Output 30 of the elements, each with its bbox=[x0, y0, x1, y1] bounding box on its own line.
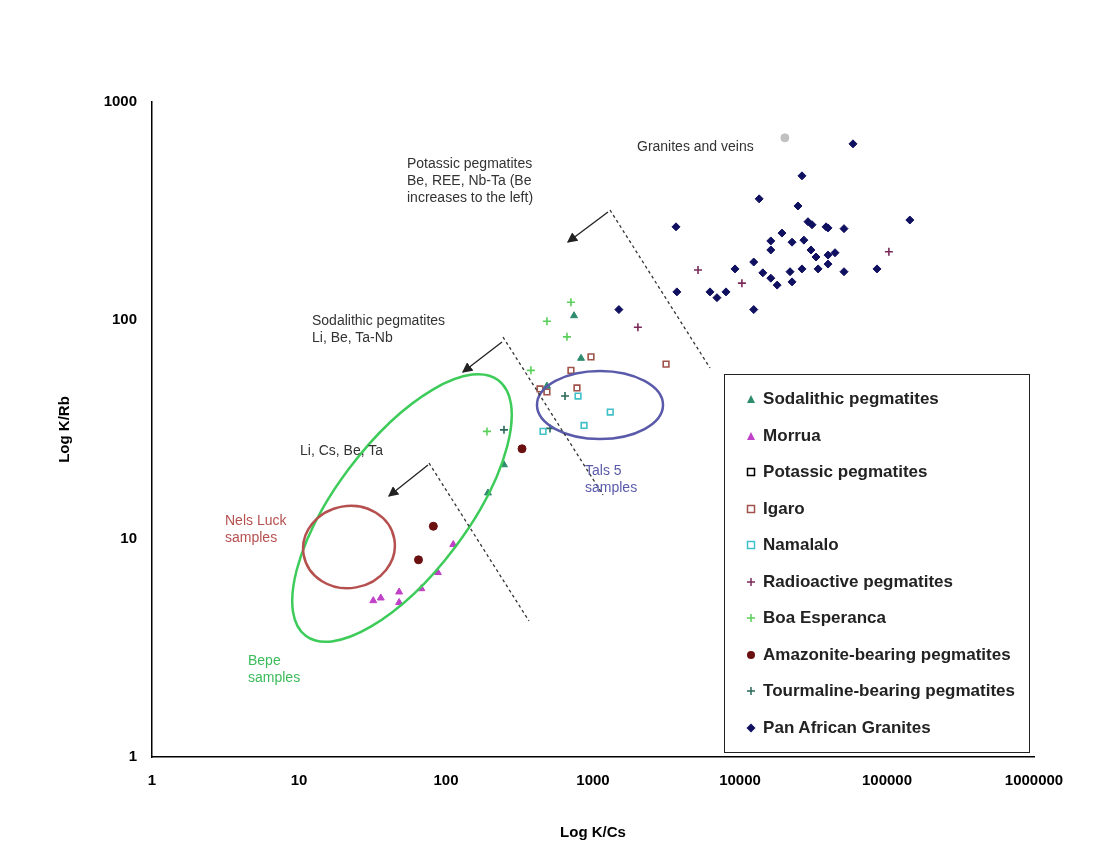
legend-label: Namalalo bbox=[763, 535, 839, 556]
legend-label: Morrua bbox=[763, 425, 821, 446]
x-tick-label: 1000 bbox=[576, 771, 610, 789]
y-tick-label: 100 bbox=[111, 310, 137, 328]
y-tick-label: 10 bbox=[120, 528, 137, 546]
legend-label: Radioactive pegmatites bbox=[763, 571, 953, 592]
x-tick-label: 10000 bbox=[719, 771, 761, 789]
annotation: Sodalithic pegmatites Li, Be, Ta-Nb bbox=[312, 312, 446, 346]
legend-label: Potassic pegmatites bbox=[763, 462, 928, 483]
y-tick-label: 1 bbox=[128, 747, 137, 765]
y-tick-label: 1000 bbox=[103, 92, 137, 110]
annotation: Li, Cs, Be, Ta bbox=[300, 442, 384, 459]
y-axis-title: Log K/Rb bbox=[55, 396, 73, 463]
annotation: Potassic pegmatites Be, REE, Nb-Ta (Be increases to the left) bbox=[407, 155, 534, 206]
x-tick-label: 1000000 bbox=[1004, 771, 1064, 789]
legend-label: Igaro bbox=[763, 498, 805, 519]
annotation: Nels Luck samples bbox=[225, 512, 287, 546]
x-tick-label: 100000 bbox=[861, 771, 913, 789]
annotation: Granites and veins bbox=[637, 138, 754, 155]
legend-label: Boa Esperanca bbox=[763, 608, 886, 629]
x-tick-label: 10 bbox=[290, 771, 308, 789]
legend-label: Sodalithic pegmatites bbox=[763, 389, 939, 410]
legend-label: Amazonite-bearing pegmatites bbox=[763, 644, 1011, 665]
legend-label: Tourmaline-bearing pegmatites bbox=[763, 681, 1015, 702]
annotation: Tals 5 samples bbox=[585, 462, 638, 496]
x-axis-title: Log K/Cs bbox=[560, 823, 626, 841]
x-tick-label: 100 bbox=[433, 771, 459, 789]
annotation: Bepe samples bbox=[248, 652, 301, 686]
x-tick-label: 1 bbox=[147, 771, 157, 789]
legend-label: Pan African Granites bbox=[763, 717, 931, 738]
